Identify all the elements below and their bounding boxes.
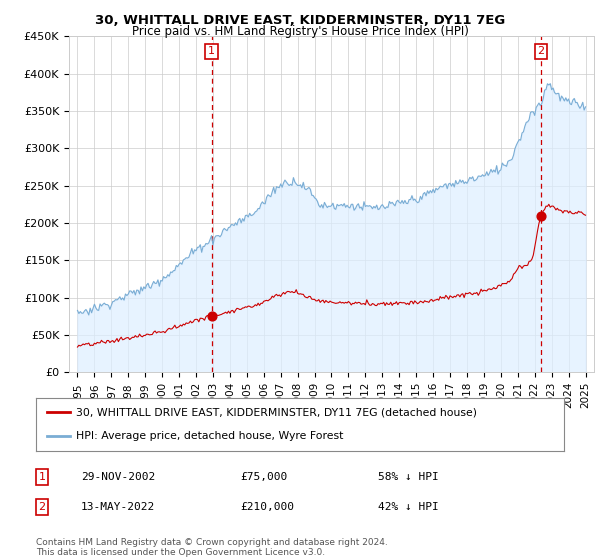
- Text: 13-MAY-2022: 13-MAY-2022: [81, 502, 155, 512]
- Text: 42% ↓ HPI: 42% ↓ HPI: [378, 502, 439, 512]
- Point: [536, 211, 546, 220]
- Text: Price paid vs. HM Land Registry's House Price Index (HPI): Price paid vs. HM Land Registry's House …: [131, 25, 469, 38]
- Text: 1: 1: [38, 472, 46, 482]
- Text: 30, WHITTALL DRIVE EAST, KIDDERMINSTER, DY11 7EG (detached house): 30, WHITTALL DRIVE EAST, KIDDERMINSTER, …: [76, 408, 476, 418]
- Text: HPI: Average price, detached house, Wyre Forest: HPI: Average price, detached house, Wyre…: [76, 431, 343, 441]
- Text: 58% ↓ HPI: 58% ↓ HPI: [378, 472, 439, 482]
- Text: £75,000: £75,000: [240, 472, 287, 482]
- Text: Contains HM Land Registry data © Crown copyright and database right 2024.
This d: Contains HM Land Registry data © Crown c…: [36, 538, 388, 557]
- Text: 1: 1: [208, 46, 215, 57]
- Text: 30, WHITTALL DRIVE EAST, KIDDERMINSTER, DY11 7EG: 30, WHITTALL DRIVE EAST, KIDDERMINSTER, …: [95, 14, 505, 27]
- Text: 2: 2: [538, 46, 545, 57]
- Point: [207, 312, 217, 321]
- Text: 29-NOV-2002: 29-NOV-2002: [81, 472, 155, 482]
- Text: 2: 2: [38, 502, 46, 512]
- Text: £210,000: £210,000: [240, 502, 294, 512]
